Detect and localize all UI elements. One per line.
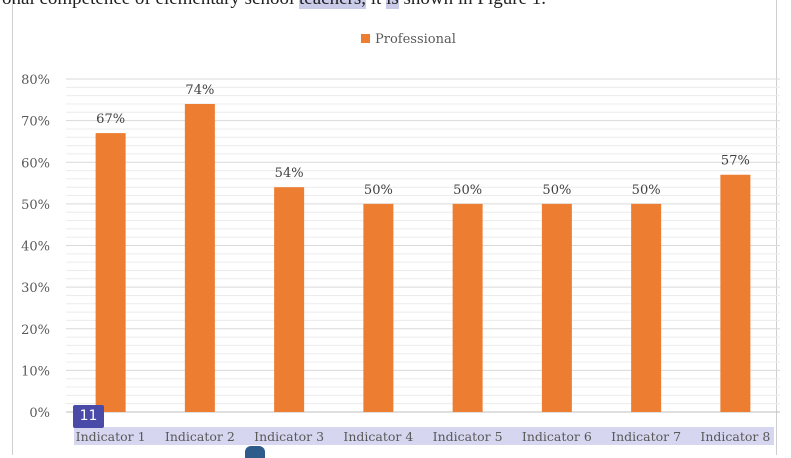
legend-label: Professional <box>375 32 456 47</box>
bar <box>541 203 572 412</box>
highlighted-word: teachers, <box>299 0 366 9</box>
data-label: 50% <box>542 183 571 198</box>
bar <box>274 187 305 412</box>
page-border-right <box>776 0 777 455</box>
bar <box>631 203 662 412</box>
data-label: 74% <box>185 83 214 98</box>
document-text-line: onal competence of elementary school tea… <box>0 0 791 11</box>
data-label: 50% <box>632 183 661 198</box>
data-label: 50% <box>453 183 482 198</box>
y-tick-label: 0% <box>29 406 50 421</box>
y-tick-label: 70% <box>21 115 50 130</box>
category-label-band <box>74 427 774 445</box>
x-tick-label: Indicator 7 <box>611 429 681 444</box>
legend-swatch <box>361 34 370 43</box>
x-tick-label: Indicator 3 <box>254 429 324 444</box>
y-tick-label: 30% <box>21 281 50 296</box>
x-tick-label: Indicator 2 <box>165 429 235 444</box>
bar <box>184 103 215 412</box>
x-tick-label: Indicator 6 <box>522 429 592 444</box>
x-tick-label: Indicator 5 <box>433 429 503 444</box>
data-label: 67% <box>96 112 125 127</box>
page-border-left <box>12 0 13 455</box>
data-label: 50% <box>364 183 393 198</box>
bar <box>95 133 126 413</box>
x-tick-label: Indicator 8 <box>700 429 770 444</box>
y-tick-label: 20% <box>21 323 50 338</box>
y-tick-label: 10% <box>21 364 50 379</box>
y-tick-label: 50% <box>21 198 50 213</box>
scroll-marker-icon[interactable] <box>245 446 265 458</box>
data-label: 54% <box>275 166 304 181</box>
bar <box>720 174 751 412</box>
data-label: 57% <box>721 154 750 169</box>
x-tick-label: Indicator 4 <box>343 429 413 444</box>
y-tick-label: 60% <box>21 156 50 171</box>
bar <box>363 203 394 412</box>
highlighted-word: is <box>386 0 399 9</box>
bar <box>452 203 483 412</box>
x-tick-label: Indicator 1 <box>76 429 146 444</box>
y-tick-label: 80% <box>21 73 50 88</box>
page-number-badge: 11 <box>73 405 104 428</box>
y-tick-label: 40% <box>21 240 50 255</box>
